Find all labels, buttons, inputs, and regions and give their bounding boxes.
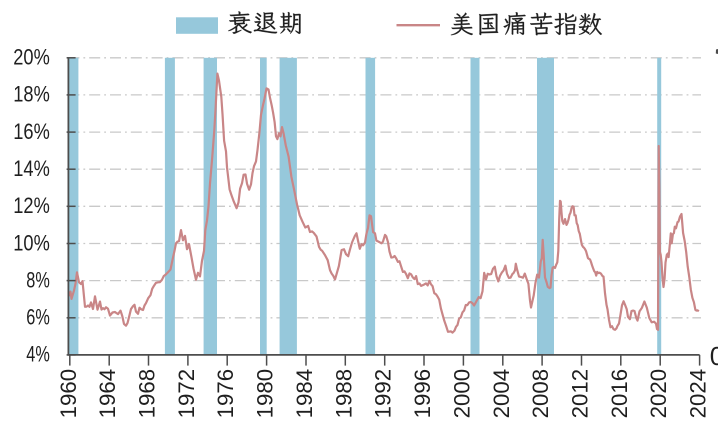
svg-text:2024: 2024 (686, 369, 711, 419)
svg-text:1988: 1988 (331, 369, 356, 419)
svg-text:1996: 1996 (410, 369, 435, 419)
svg-text:18%: 18% (13, 82, 50, 107)
svg-text:1992: 1992 (371, 369, 396, 419)
svg-text:1976: 1976 (213, 369, 238, 419)
svg-text:2020: 2020 (646, 369, 671, 419)
svg-text:1960: 1960 (56, 369, 81, 419)
svg-text:0%: 0% (710, 341, 718, 371)
svg-text:2008: 2008 (528, 369, 553, 419)
svg-text:2000: 2000 (449, 369, 474, 419)
svg-text:1968: 1968 (135, 369, 160, 419)
svg-text:1972: 1972 (174, 369, 199, 419)
svg-text:14%: 14% (13, 156, 50, 181)
svg-text:2016: 2016 (607, 369, 632, 419)
svg-text:1964: 1964 (95, 369, 120, 419)
svg-text:2004: 2004 (489, 369, 514, 419)
svg-text:20%: 20% (13, 45, 50, 70)
svg-text:1984: 1984 (292, 369, 317, 419)
svg-text:12%: 12% (13, 193, 50, 218)
svg-text:4%: 4% (26, 342, 50, 367)
svg-text:2012: 2012 (568, 369, 593, 419)
svg-text:1980: 1980 (253, 369, 278, 419)
svg-text:16%: 16% (13, 119, 50, 144)
svg-text:6%: 6% (26, 305, 50, 330)
svg-text:8%: 8% (26, 267, 50, 292)
svg-text:10%: 10% (13, 230, 50, 255)
